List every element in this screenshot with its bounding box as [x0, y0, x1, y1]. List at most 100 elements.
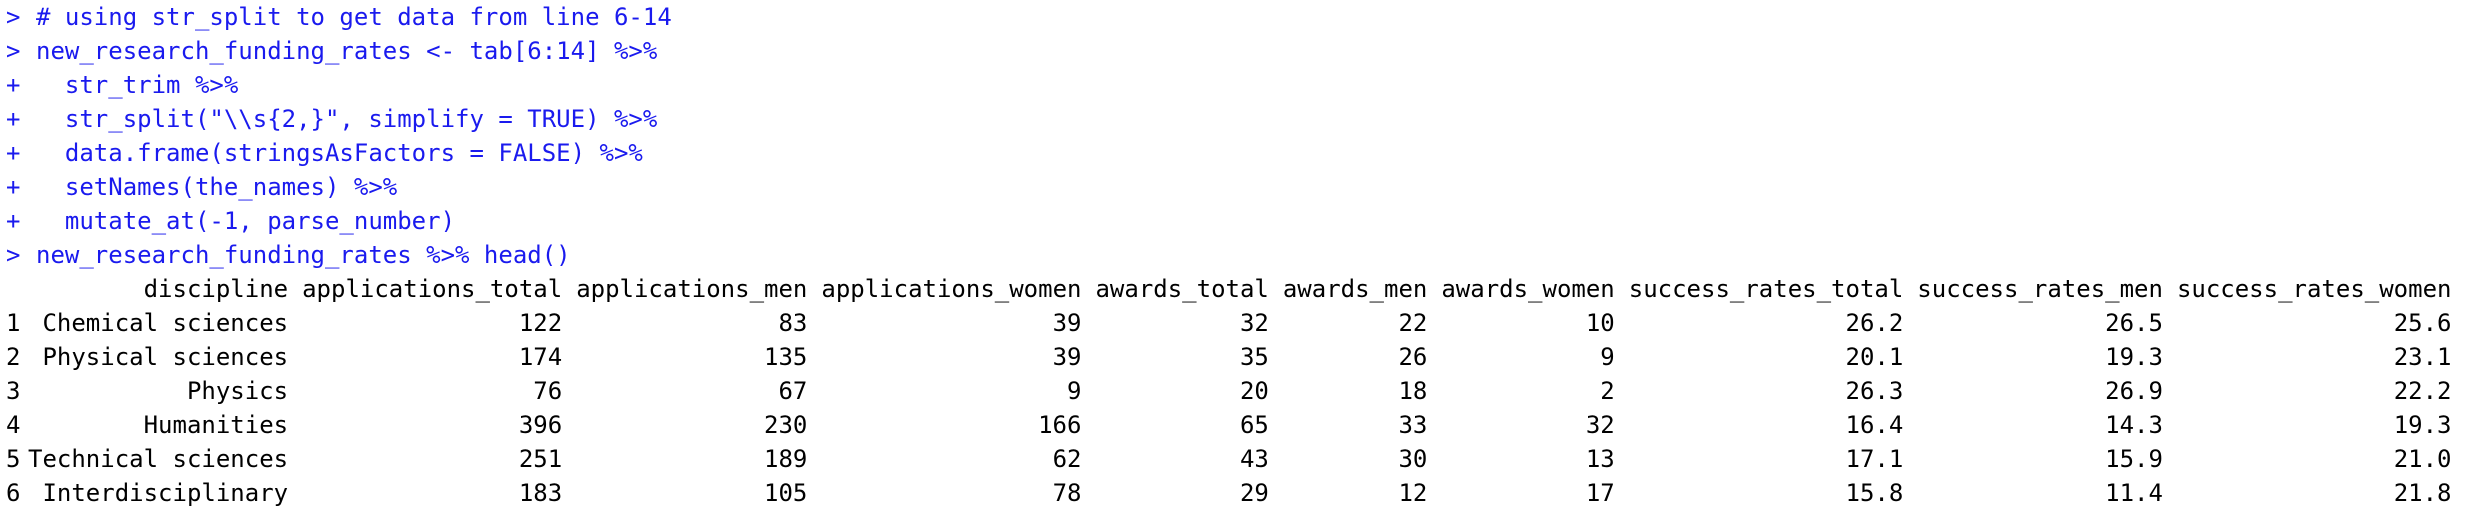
table-cell: 230: [764, 411, 808, 439]
table-cell: 29: [1239, 479, 1269, 507]
column-header: applications_total: [302, 275, 563, 303]
table-row: 2 Physical sciences 174 135 39 35 26 9 2…: [6, 340, 2451, 374]
code-text: new_research_funding_rates <- tab[6:14] …: [36, 37, 658, 65]
table-cell: 20: [1239, 377, 1269, 405]
table-cell: Physical sciences: [42, 343, 289, 371]
column-header: applications_women: [821, 275, 1082, 303]
table-cell: 26.3: [1845, 377, 1904, 405]
table-cell: 13: [1585, 445, 1615, 473]
rowname-header: [6, 272, 28, 306]
code-text: str_trim %>%: [36, 71, 239, 99]
column-header: applications_men: [576, 275, 808, 303]
table-cell: 17.1: [1845, 445, 1904, 473]
table-cell: Humanities: [143, 411, 289, 439]
table-cell: 19.3: [2105, 343, 2163, 371]
table-cell: 20.1: [1845, 343, 1904, 371]
table-cell: 21.8: [2393, 479, 2452, 507]
table-cell: 35: [1239, 343, 1269, 371]
table-cell: 14.3: [2105, 411, 2163, 439]
prompt-symbol: +: [6, 105, 21, 133]
prompt-symbol: +: [6, 207, 21, 235]
table-cell: 26.5: [2105, 309, 2163, 337]
table-cell: 166: [1038, 411, 1082, 439]
table-row: 1 Chemical sciences 122 83 39 32 22 10 2…: [6, 306, 2451, 340]
table-cell: 21.0: [2393, 445, 2452, 473]
console-line: + str_split("\\s{2,}", simplify = TRUE) …: [6, 102, 2470, 136]
table-cell: 23.1: [2393, 343, 2452, 371]
column-header: discipline: [143, 275, 289, 303]
table-cell: 174: [518, 343, 563, 371]
table-row: 4 Humanities 396 230 166 65 33 32 16.4 1…: [6, 408, 2451, 442]
table-cell: 76: [533, 377, 563, 405]
column-header: success_rates_women: [2176, 275, 2452, 303]
console-line: + mutate_at(-1, parse_number): [6, 204, 2470, 238]
table-cell: 15.8: [1845, 479, 1904, 507]
table-cell: 67: [778, 377, 808, 405]
code-text: setNames(the_names) %>%: [36, 173, 398, 201]
console-line: > new_research_funding_rates %>% head(): [6, 238, 2470, 272]
table-header-row: discipline applications_total applicatio…: [6, 272, 2452, 306]
table-cell: 22.2: [2393, 377, 2452, 405]
table-row: 3 Physics 76 67 9 20 18 2 26.3 26.9 22.2: [6, 374, 2451, 408]
row-index: 4: [6, 411, 21, 439]
table-cell: 32: [1239, 309, 1269, 337]
table-cell: 30: [1398, 445, 1428, 473]
table-cell: 78: [1052, 479, 1082, 507]
console-line: + str_trim %>%: [6, 68, 2470, 102]
table-cell: 17: [1585, 479, 1615, 507]
code-text: mutate_at(-1, parse_number): [36, 207, 456, 235]
table-cell: 83: [778, 309, 808, 337]
table-cell: 25.6: [2393, 309, 2452, 337]
table-row: 6 Interdisciplinary 183 105 78 29 12 17 …: [6, 476, 2451, 510]
column-header: awards_total: [1095, 275, 1269, 303]
table-cell: 26.9: [2105, 377, 2163, 405]
table-cell: 251: [518, 445, 563, 473]
prompt-symbol: >: [6, 241, 21, 269]
table-cell: 2: [1600, 377, 1615, 405]
table-cell: 26: [1398, 343, 1428, 371]
table-cell: 12: [1398, 479, 1428, 507]
table-cell: 122: [518, 309, 563, 337]
code-text: # using str_split to get data from line …: [36, 3, 672, 31]
table-cell: 9: [1067, 377, 1082, 405]
prompt-symbol: +: [6, 173, 21, 201]
table-cell: 32: [1585, 411, 1615, 439]
code-text: str_split("\\s{2,}", simplify = TRUE) %>…: [36, 105, 658, 133]
table-cell: 183: [518, 479, 563, 507]
prompt-symbol: >: [6, 37, 21, 65]
table-cell: 18: [1398, 377, 1428, 405]
table-cell: 11.4: [2105, 479, 2163, 507]
row-index: 1: [6, 309, 21, 337]
console-line: > new_research_funding_rates <- tab[6:14]…: [6, 34, 2470, 68]
table-cell: 39: [1052, 343, 1082, 371]
prompt-symbol: +: [6, 71, 21, 99]
table-row: 5 Technical sciences 251 189 62 43 30 13…: [6, 442, 2451, 476]
row-index: 3: [6, 377, 21, 405]
table-cell: Technical sciences: [28, 445, 289, 473]
table-cell: 33: [1398, 411, 1428, 439]
row-index: 6: [6, 479, 21, 507]
table-cell: Chemical sciences: [42, 309, 289, 337]
table-cell: 135: [764, 343, 808, 371]
table-cell: 10: [1585, 309, 1615, 337]
console-line: > # using str_split to get data from line…: [6, 0, 2470, 34]
column-header: awards_men: [1282, 275, 1428, 303]
code-text: data.frame(stringsAsFactors = FALSE) %>%: [36, 139, 643, 167]
table-cell: 62: [1052, 445, 1082, 473]
table-cell: 396: [518, 411, 563, 439]
code-text: new_research_funding_rates %>% head(): [36, 241, 571, 269]
column-header: awards_women: [1441, 275, 1615, 303]
prompt-symbol: >: [6, 3, 21, 31]
console-line: + setNames(the_names) %>%: [6, 170, 2470, 204]
table-cell: Physics: [186, 377, 289, 405]
table-cell: 22: [1398, 309, 1428, 337]
table-cell: 15.9: [2105, 445, 2163, 473]
table-cell: 26.2: [1845, 309, 1904, 337]
table-cell: 43: [1239, 445, 1269, 473]
table-cell: 105: [764, 479, 808, 507]
row-index: 2: [6, 343, 21, 371]
row-index: 5: [6, 445, 21, 473]
column-header: success_rates_men: [1917, 275, 2163, 303]
output-table: discipline applications_total applicatio…: [6, 272, 2451, 510]
